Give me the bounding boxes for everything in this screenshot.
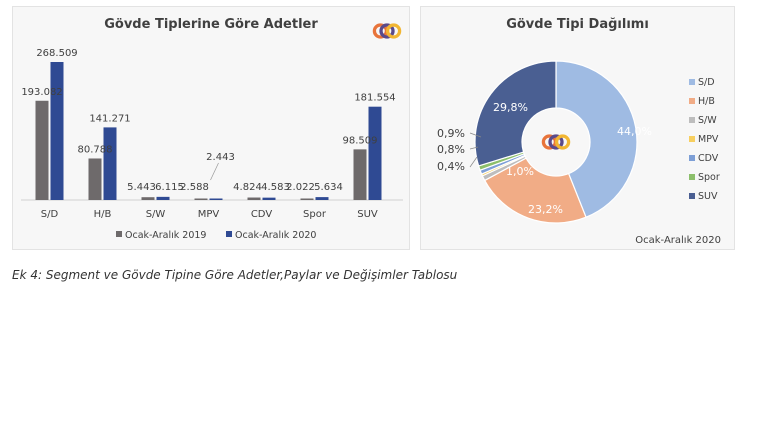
category-tick-label: CDV xyxy=(251,209,273,220)
bar-spor-s1 xyxy=(300,198,314,200)
value-label-s1: 4.824 xyxy=(233,182,262,193)
bar-spor-s2 xyxy=(315,197,329,200)
bar-hb-s2 xyxy=(103,127,117,200)
bar-cdv-s1 xyxy=(247,197,261,200)
category-tick-label: S/D xyxy=(41,209,59,220)
category-tick-label: H/B xyxy=(94,209,112,220)
leader-line xyxy=(210,162,219,181)
logo-ring-2 xyxy=(548,134,564,150)
slice-value-label: 0,9% xyxy=(437,127,465,140)
legend-swatch-sd xyxy=(689,79,695,85)
slice-value-label: 0,4% xyxy=(437,160,465,173)
legend-swatch-2020 xyxy=(226,231,232,237)
legend-label-mpv: MPV xyxy=(698,134,719,145)
leader-line xyxy=(469,156,478,168)
category-tick-label: S/W xyxy=(146,209,166,220)
logo-ring-3 xyxy=(385,23,402,39)
slice-value-label: 0,8% xyxy=(437,143,465,156)
legend-swatch-hb xyxy=(689,98,695,104)
value-label-s1: 98.509 xyxy=(343,135,378,146)
value-label-s2: 141.271 xyxy=(89,113,130,124)
legend-swatch-mpv xyxy=(689,136,695,142)
bar-chart-panel: Gövde Tiplerine Göre Adetler 193.082 268.… xyxy=(12,6,410,250)
legend-swatch-sw xyxy=(689,117,695,123)
category-tick-label: SUV xyxy=(357,209,378,220)
leader-line xyxy=(469,146,479,150)
pie-chart-title: Gövde Tipi Dağılımı xyxy=(506,17,649,32)
value-label-s1: 2.588 xyxy=(180,182,209,193)
bar-suv-s1 xyxy=(353,149,367,200)
value-label-s1: 5.443 xyxy=(127,182,156,193)
legend-label-2020: Ocak-Aralık 2020 xyxy=(235,230,316,241)
slice-value-label: 23,2% xyxy=(528,203,563,216)
bar-sw-s1 xyxy=(141,197,155,200)
bar-sw-s2 xyxy=(156,196,170,200)
slice-value-label: 44,0% xyxy=(617,125,652,138)
slice-sd xyxy=(555,60,638,219)
bar-chart: 193.082 268.509 S/D 80.788 141.271 H/B 5.443 6.… xyxy=(21,23,403,241)
category-tick-label: MPV xyxy=(198,209,220,220)
logo xyxy=(372,23,402,39)
legend-label-sd: S/D xyxy=(698,77,715,88)
value-label-s2: 268.509 xyxy=(36,48,77,59)
legend-label-2019: Ocak-Aralık 2019 xyxy=(125,230,206,241)
legend-swatch-cdv xyxy=(689,155,695,161)
logo-ring-2 xyxy=(379,23,395,39)
bar-chart-title: Gövde Tiplerine Göre Adetler xyxy=(104,17,318,32)
slice-value-label: 29,8% xyxy=(493,101,528,114)
legend-swatch-2019 xyxy=(116,231,122,237)
figure-caption: Ek 4: Segment ve Gövde Tipine Göre Adetl… xyxy=(12,268,458,282)
bar-mpv-s2 xyxy=(209,198,223,200)
value-label-s1: 193.082 xyxy=(21,87,62,98)
slice-value-label: 1,0% xyxy=(506,165,534,178)
value-label-s2: 6.115 xyxy=(155,182,184,193)
pie-chart-panel: Gövde Tipi Dağılımı 44,0% 23,2% 1,0% 0,4% 0,… xyxy=(420,6,735,250)
bar-hb-s1 xyxy=(88,158,102,200)
category-tick-label: Spor xyxy=(303,209,327,220)
value-label-s2: 2.443 xyxy=(206,152,235,163)
bar-sd-s2 xyxy=(50,62,64,200)
legend-label-sw: S/W xyxy=(698,115,717,126)
slice-suv xyxy=(474,60,557,167)
legend-label-suv: SUV xyxy=(698,191,718,202)
legend-label-cdv: CDV xyxy=(698,153,719,164)
leader-line xyxy=(469,132,482,138)
value-label-s2: 181.554 xyxy=(354,93,395,104)
legend-label-hb: H/B xyxy=(698,96,715,107)
pie-subtitle: Ocak-Aralık 2020 xyxy=(635,235,721,246)
bar-cdv-s2 xyxy=(262,197,276,200)
bar-sd-s1 xyxy=(35,100,49,200)
bar-mpv-s1 xyxy=(194,198,208,200)
legend-label-spor: Spor xyxy=(698,172,720,183)
logo-ring-3 xyxy=(554,134,571,150)
bar-suv-s2 xyxy=(368,106,382,200)
pie-chart: 44,0% 23,2% 1,0% 0,4% 0,8% 0,9% 29,8% S/D H/B S/W… xyxy=(437,60,721,246)
value-label-s1: 2.022 xyxy=(286,182,315,193)
legend-swatch-spor xyxy=(689,174,695,180)
value-label-s1: 80.788 xyxy=(78,144,113,155)
value-label-s2: 4.583 xyxy=(261,182,290,193)
slice-hb xyxy=(483,157,587,224)
value-label-s2: 5.634 xyxy=(314,182,343,193)
legend-swatch-suv xyxy=(689,193,695,199)
logo xyxy=(541,134,571,150)
